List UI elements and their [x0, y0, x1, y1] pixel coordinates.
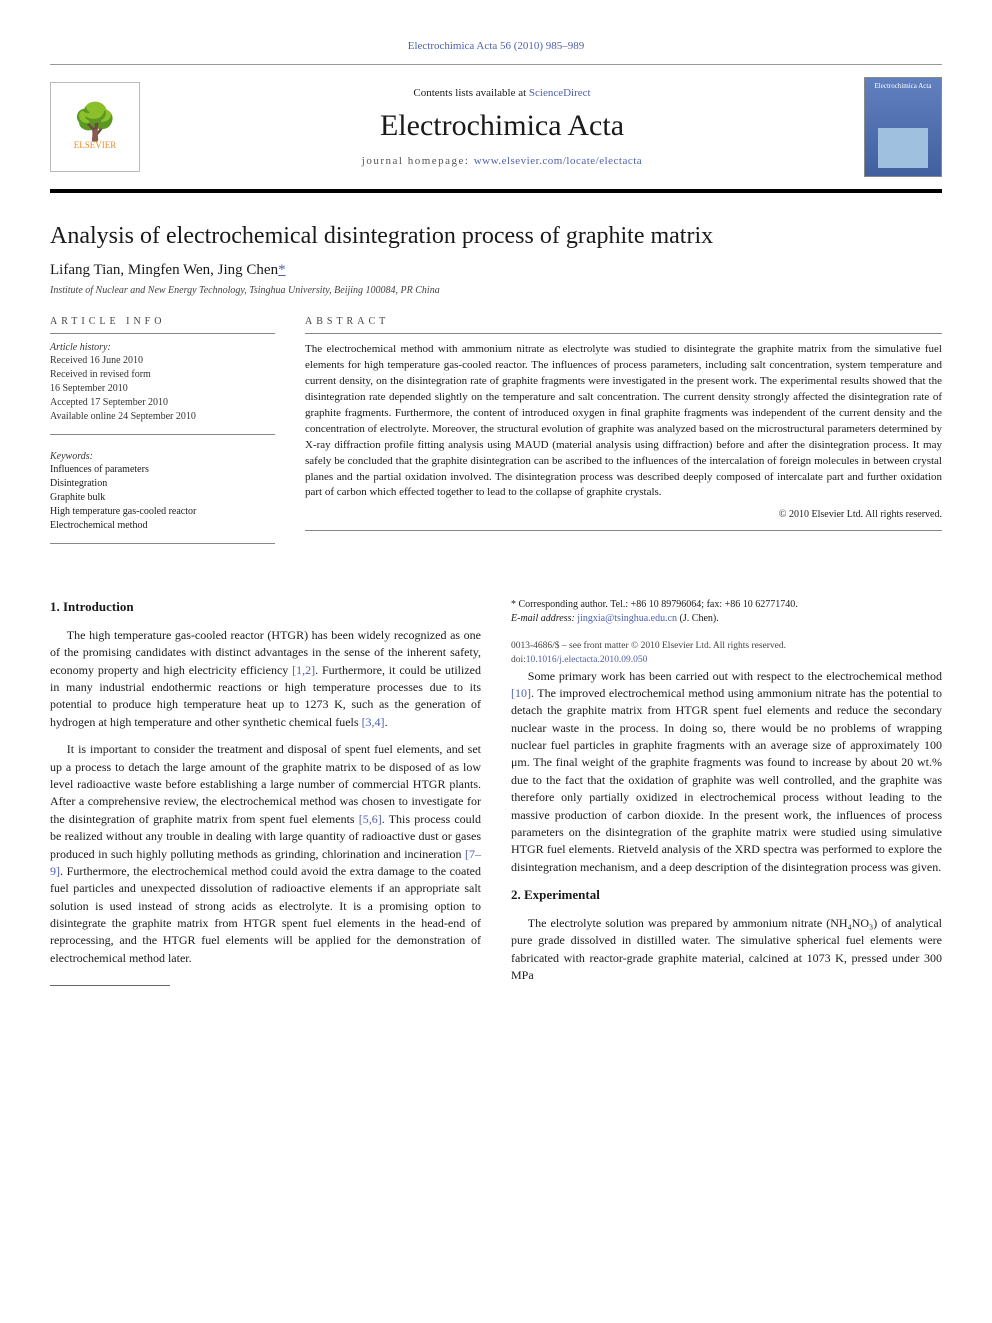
history-line: Available online 24 September 2010 [50, 410, 275, 424]
page: Electrochimica Acta 56 (2010) 985–989 🌳 … [0, 0, 992, 1033]
publisher-name: ELSEVIER [74, 140, 117, 150]
email-suffix: (J. Chen). [677, 613, 719, 624]
paragraph: Some primary work has been carried out w… [511, 668, 942, 877]
article-title: Analysis of electrochemical disintegrati… [50, 223, 942, 250]
text-run: The electrolyte solution was prepared by… [511, 916, 942, 982]
keyword: Graphite bulk [50, 491, 275, 505]
publisher-logo: 🌳 ELSEVIER [50, 82, 140, 172]
issn-line: 0013-4686/$ – see front matter © 2010 El… [511, 640, 942, 654]
homepage-link[interactable]: www.elsevier.com/locate/electacta [474, 155, 643, 167]
history-line: Received in revised form [50, 368, 275, 382]
doi-link[interactable]: 10.1016/j.electacta.2010.09.050 [526, 655, 648, 665]
meta-abstract-row: article info Article history: Received 1… [50, 316, 942, 554]
abstract-copyright: © 2010 Elsevier Ltd. All rights reserved… [305, 509, 942, 520]
divider [50, 434, 275, 435]
abstract-head: abstract [305, 316, 942, 334]
journal-cover-thumbnail: Electrochimica Acta [864, 77, 942, 177]
history-line: Received 16 June 2010 [50, 354, 275, 368]
section-heading-experimental: 2. Experimental [511, 886, 942, 905]
keyword: Influences of parameters [50, 463, 275, 477]
doi-label: doi: [511, 655, 526, 665]
paragraph: It is important to consider the treatmen… [50, 741, 481, 967]
homepage-line: journal homepage: www.elsevier.com/locat… [154, 155, 850, 167]
contents-prefix: Contents lists available at [413, 87, 528, 99]
text-run: Some primary work has been carried out w… [528, 669, 942, 683]
authors-list: Lifang Tian, Mingfen Wen, Jing Chen [50, 262, 278, 278]
history-line: Accepted 17 September 2010 [50, 396, 275, 410]
email-label: E-mail address: [511, 613, 577, 624]
email-link[interactable]: jingxia@tsinghua.edu.cn [577, 613, 677, 624]
homepage-prefix: journal homepage: [362, 155, 474, 167]
footnote-line: E-mail address: jingxia@tsinghua.edu.cn … [511, 612, 942, 626]
history-label: Article history: [50, 342, 275, 353]
divider [50, 543, 275, 544]
citation-link[interactable]: [5,6] [359, 812, 382, 826]
body-columns: 1. Introduction The high temperature gas… [50, 598, 942, 993]
article-info-head: article info [50, 316, 275, 334]
citation-link[interactable]: [1,2] [292, 663, 315, 677]
text-run: . The improved electrochemical method us… [511, 686, 942, 874]
abstract-column: abstract The electrochemical method with… [305, 316, 942, 554]
footnote-line: * Corresponding author. Tel.: +86 10 897… [511, 598, 942, 612]
divider [305, 530, 942, 531]
section-heading-introduction: 1. Introduction [50, 598, 481, 617]
authors: Lifang Tian, Mingfen Wen, Jing Chen* [50, 262, 942, 279]
keyword: Disintegration [50, 477, 275, 491]
footnote-separator [50, 985, 170, 986]
text-run: . [385, 715, 388, 729]
corresponding-mark[interactable]: * [278, 262, 286, 278]
banner-center: Contents lists available at ScienceDirec… [154, 87, 850, 167]
paragraph: The high temperature gas-cooled reactor … [50, 627, 481, 731]
paragraph: The electrolyte solution was prepared by… [511, 915, 942, 985]
corresponding-footnote: * Corresponding author. Tel.: +86 10 897… [511, 598, 942, 626]
header-banner: 🌳 ELSEVIER Contents lists available at S… [50, 64, 942, 193]
cover-image-icon [878, 128, 928, 168]
article-info-column: article info Article history: Received 1… [50, 316, 275, 554]
footer-block: 0013-4686/$ – see front matter © 2010 El… [511, 640, 942, 668]
keyword: High temperature gas-cooled reactor [50, 505, 275, 519]
keywords-block: Keywords: Influences of parameters Disin… [50, 451, 275, 533]
tree-icon: 🌳 [73, 104, 118, 140]
history-line: 16 September 2010 [50, 382, 275, 396]
doi-line: doi:10.1016/j.electacta.2010.09.050 [511, 654, 942, 668]
contents-line: Contents lists available at ScienceDirec… [154, 87, 850, 99]
keywords-label: Keywords: [50, 451, 275, 462]
citation-link[interactable]: [3,4] [362, 715, 385, 729]
abstract-text: The electrochemical method with ammonium… [305, 342, 942, 501]
journal-name: Electrochimica Acta [154, 109, 850, 143]
cover-label: Electrochimica Acta [875, 82, 932, 90]
citation-link[interactable]: [10] [511, 686, 531, 700]
sciencedirect-link[interactable]: ScienceDirect [529, 87, 591, 99]
affiliation: Institute of Nuclear and New Energy Tech… [50, 285, 942, 296]
journal-reference: Electrochimica Acta 56 (2010) 985–989 [50, 40, 942, 52]
keyword: Electrochemical method [50, 519, 275, 533]
